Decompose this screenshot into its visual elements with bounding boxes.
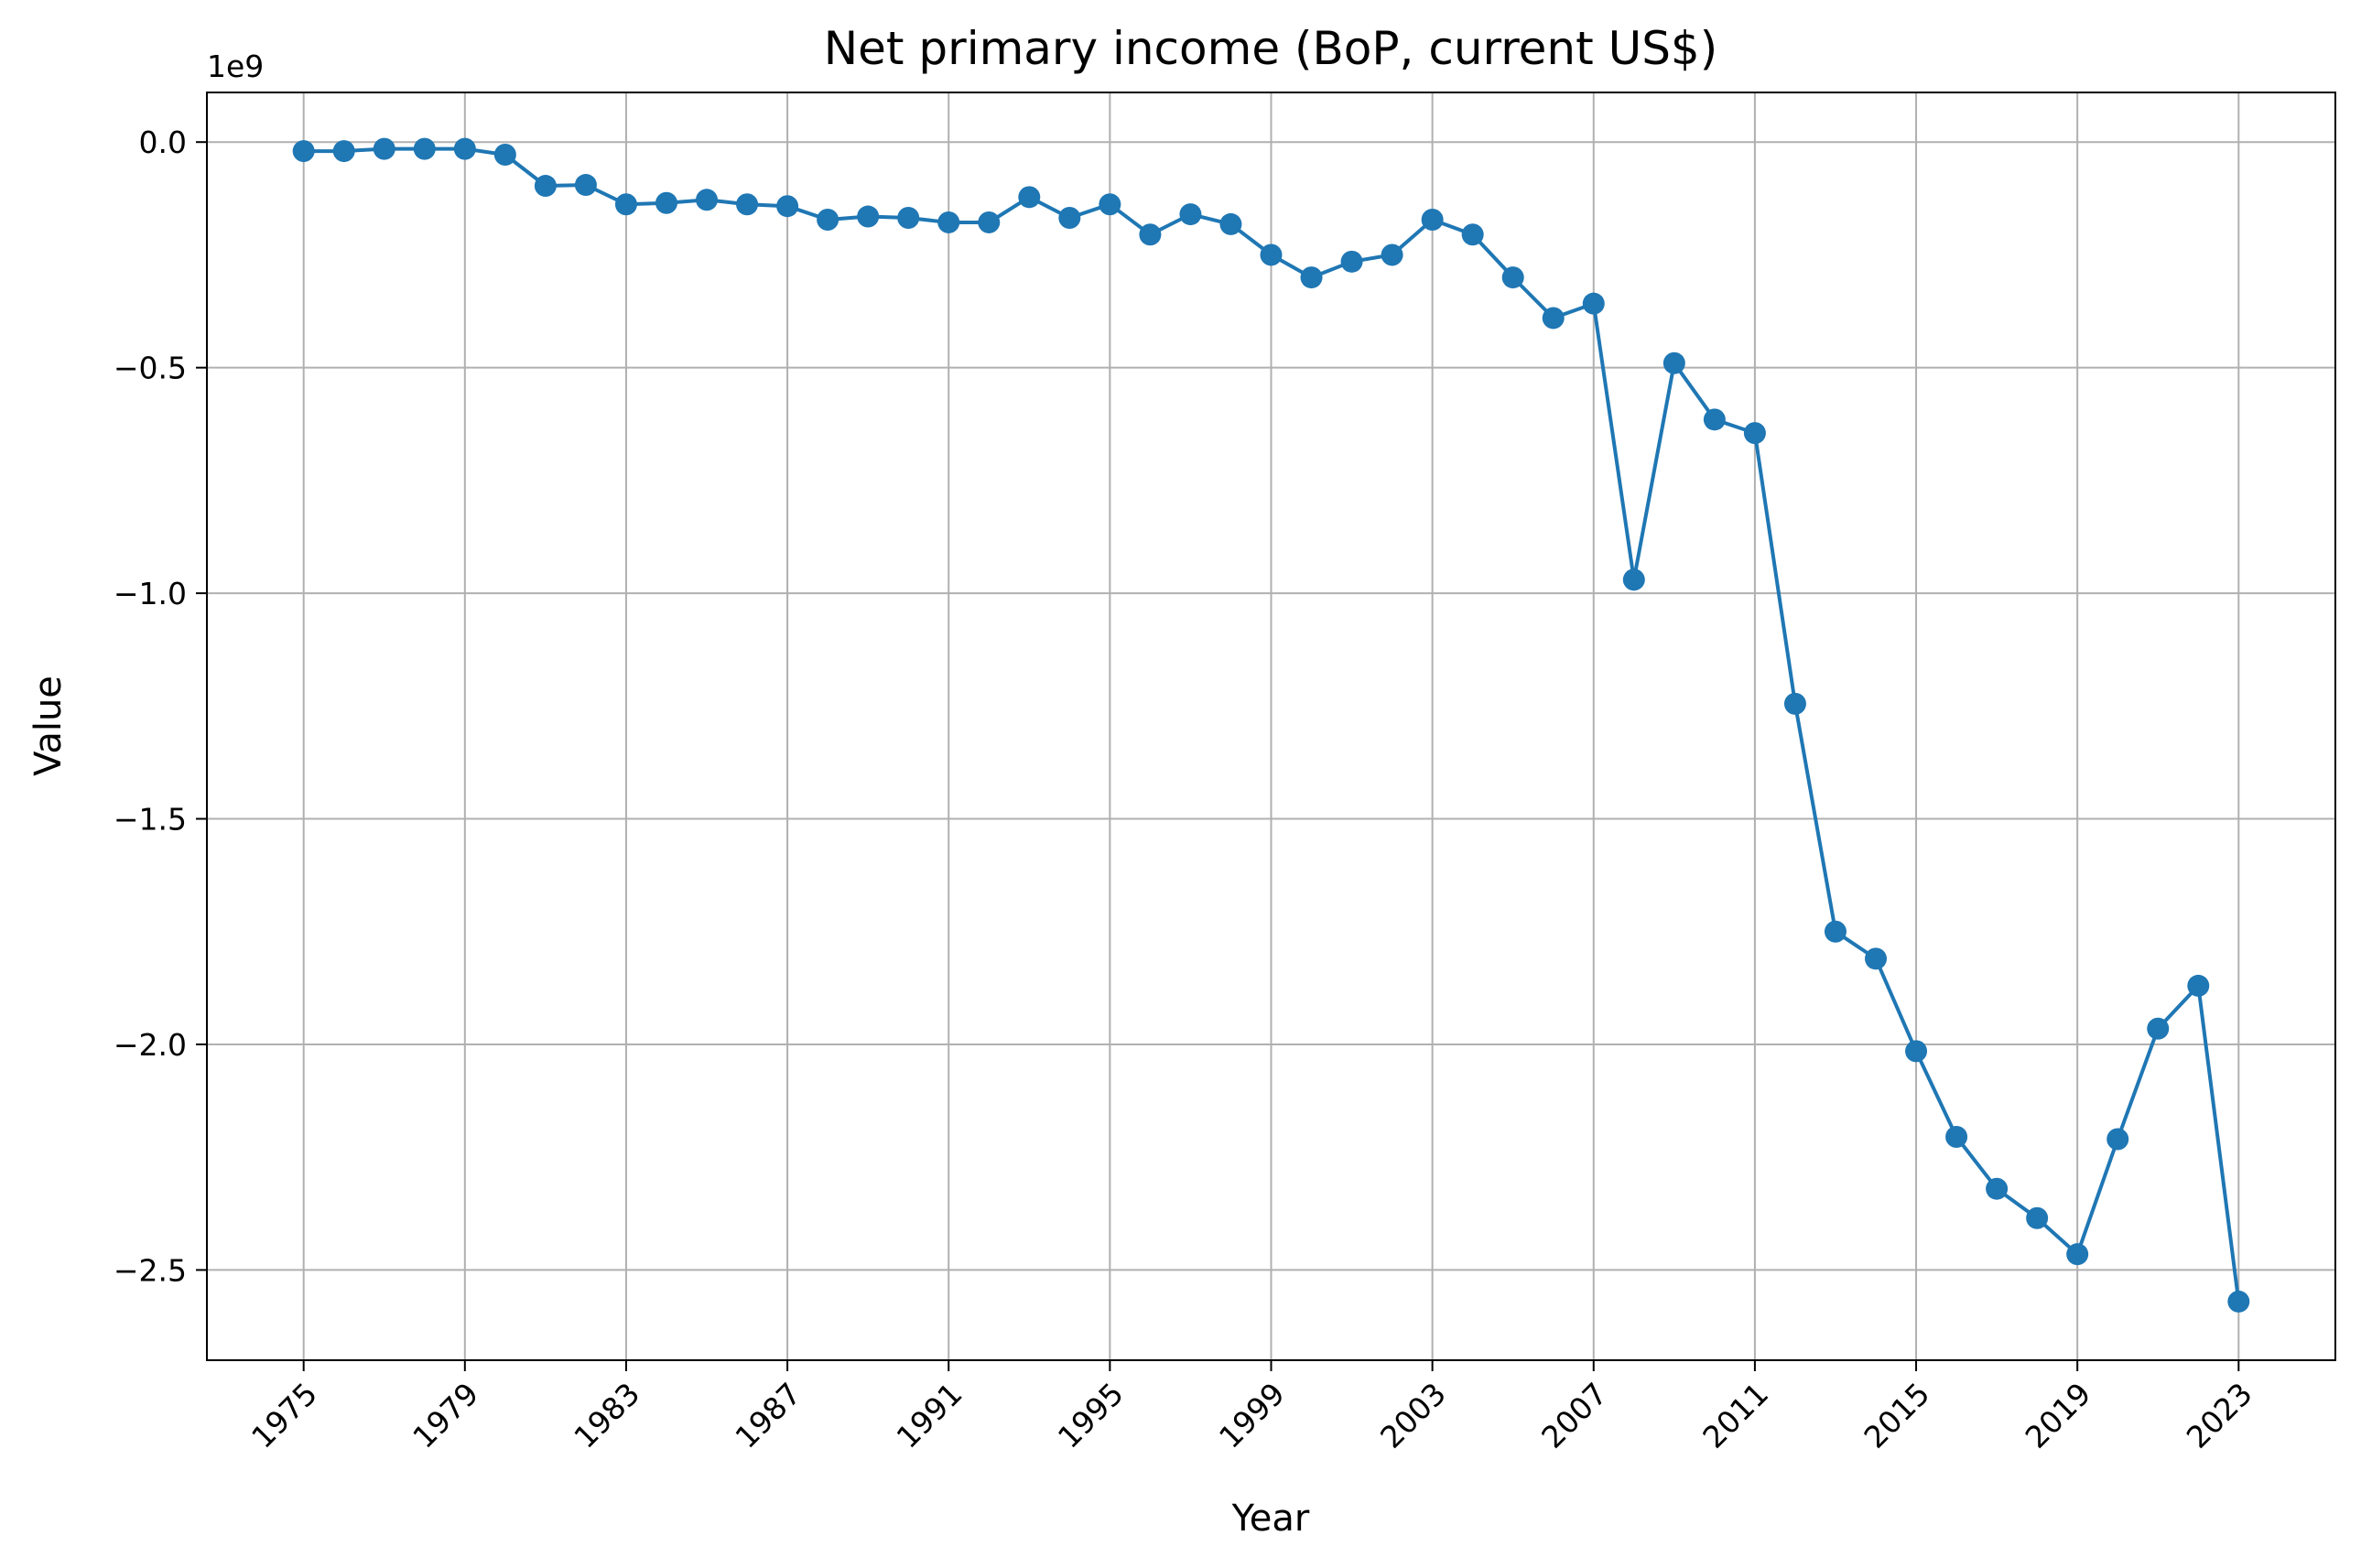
y-tick-label: −0.5 bbox=[114, 351, 187, 386]
chart-title: Net primary income (BoP, current US$) bbox=[824, 22, 1718, 75]
data-point bbox=[1783, 692, 1806, 715]
data-point bbox=[493, 144, 516, 167]
y-axis-label: Value bbox=[27, 676, 70, 776]
y-tick-label: 0.0 bbox=[139, 124, 187, 160]
grid bbox=[207, 92, 2335, 1360]
data-point bbox=[332, 140, 355, 163]
data-point bbox=[2187, 974, 2210, 997]
data-point bbox=[817, 208, 839, 231]
data-point bbox=[978, 211, 1001, 233]
data-point bbox=[1099, 193, 1121, 216]
data-point bbox=[1018, 186, 1041, 209]
data-point bbox=[1986, 1177, 2009, 1200]
data-point bbox=[1461, 223, 1484, 246]
data-point bbox=[1945, 1126, 1968, 1149]
data-point bbox=[2066, 1243, 2089, 1266]
data-point bbox=[1865, 947, 1888, 970]
data-point bbox=[1421, 208, 1444, 231]
data-point bbox=[292, 140, 315, 163]
data-point bbox=[2147, 1017, 2170, 1040]
y-tick-label: −1.5 bbox=[114, 802, 187, 838]
data-point bbox=[857, 205, 880, 228]
data-point bbox=[696, 189, 719, 211]
data-point bbox=[1542, 307, 1565, 330]
data-point bbox=[2026, 1206, 2049, 1229]
data-point bbox=[1219, 212, 1242, 235]
x-axis-label: Year bbox=[1231, 1498, 1310, 1540]
y-axis-offset-label: 1e9 bbox=[207, 49, 264, 84]
data-point bbox=[1662, 351, 1685, 374]
data-point bbox=[574, 174, 597, 197]
data-point bbox=[373, 137, 395, 160]
data-point bbox=[453, 137, 476, 160]
data-point bbox=[1622, 568, 1645, 591]
data-point bbox=[1179, 203, 1202, 226]
series-markers bbox=[292, 137, 2250, 1313]
data-point bbox=[2106, 1128, 2129, 1151]
data-point bbox=[1139, 223, 1162, 246]
data-point bbox=[776, 195, 799, 218]
data-point bbox=[1743, 422, 1766, 445]
data-point bbox=[655, 191, 677, 214]
data-point bbox=[1703, 408, 1726, 431]
data-point bbox=[1260, 243, 1283, 266]
data-point bbox=[614, 193, 637, 216]
data-point bbox=[1300, 266, 1323, 289]
data-point bbox=[1381, 243, 1403, 266]
y-tick-label: −2.0 bbox=[114, 1027, 187, 1063]
y-tick-label: −1.0 bbox=[114, 576, 187, 611]
data-point bbox=[937, 211, 960, 233]
y-tick-label: −2.5 bbox=[114, 1252, 187, 1288]
data-point bbox=[1582, 292, 1605, 315]
data-point bbox=[534, 175, 557, 198]
data-point bbox=[2227, 1290, 2250, 1313]
data-point bbox=[897, 207, 920, 230]
y-axis: 0.0 −0.5 −1.0 −1.5 −2.0 −2.5 bbox=[114, 124, 207, 1288]
data-point bbox=[413, 137, 436, 160]
data-point bbox=[1340, 250, 1363, 273]
data-point bbox=[736, 193, 759, 216]
data-point bbox=[1905, 1040, 1928, 1063]
data-point bbox=[1824, 920, 1847, 943]
data-point bbox=[1501, 266, 1524, 289]
data-point bbox=[1058, 207, 1081, 230]
